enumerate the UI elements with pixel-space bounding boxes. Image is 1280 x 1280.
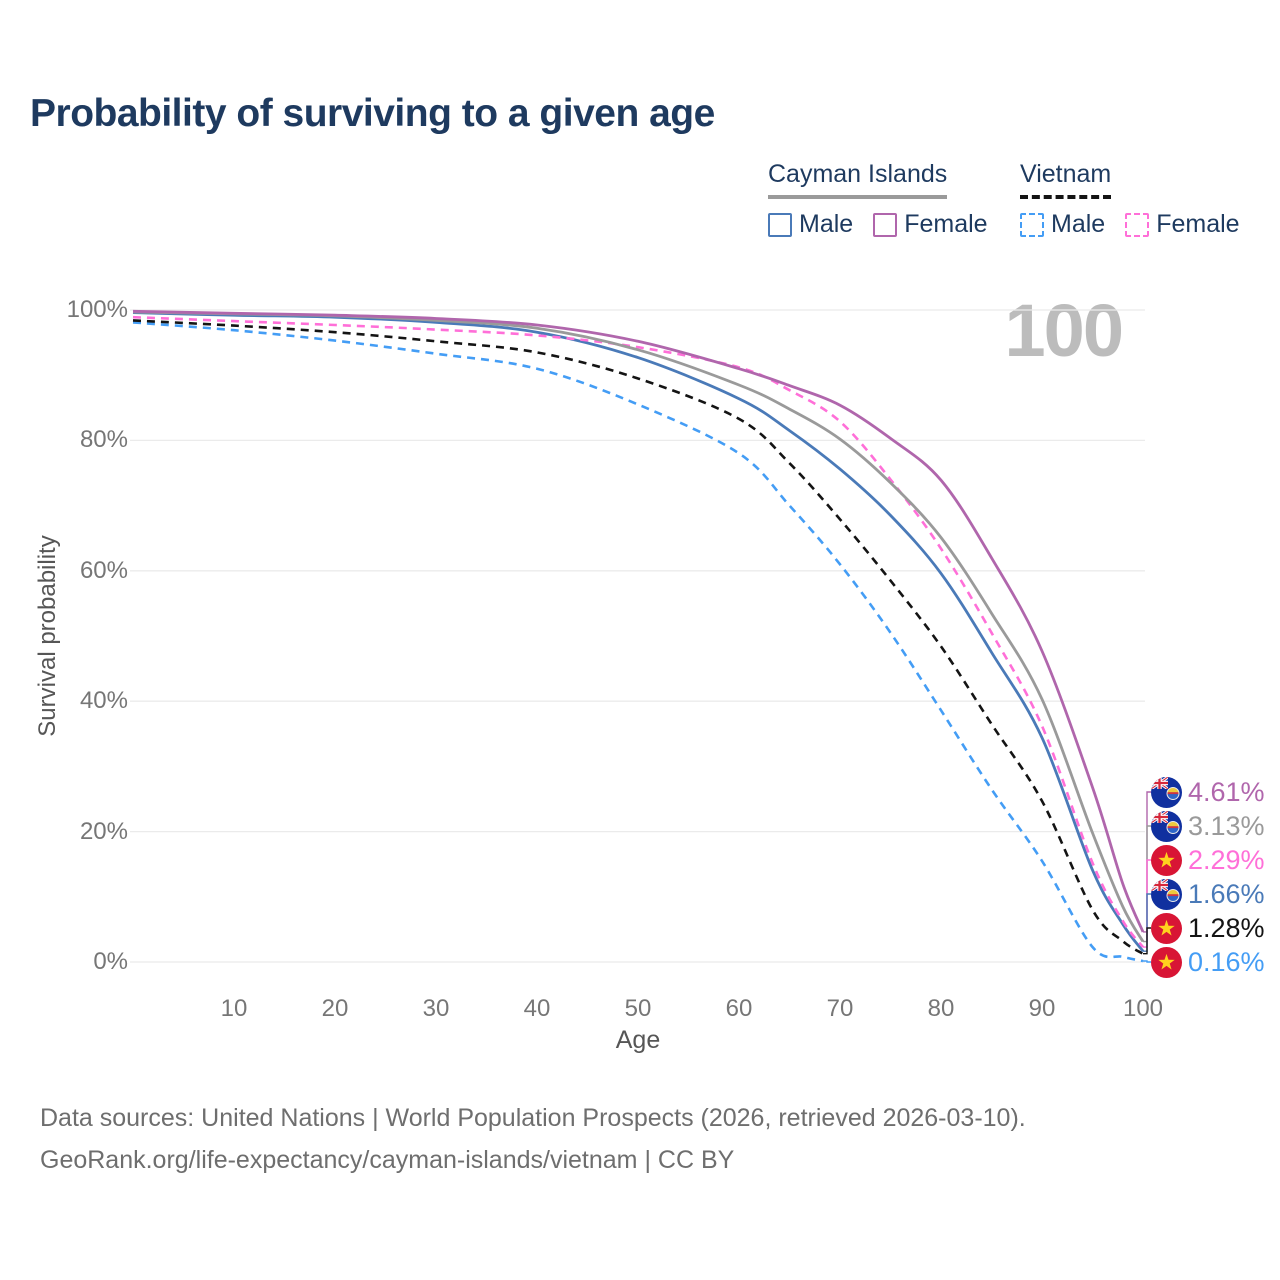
cayman-islands-flag-icon: [1151, 810, 1182, 842]
legend-label-vietnam-male[interactable]: Male: [1051, 210, 1106, 238]
legend-label-cayman-female[interactable]: Female: [904, 210, 988, 238]
series-line-vietnam-male: [132, 321, 1144, 963]
legend-label-vietnam-female[interactable]: Female: [1156, 210, 1240, 238]
end-label-connector: [1143, 960, 1151, 963]
footer-data-sources: Data sources: United Nations | World Pop…: [40, 1104, 1026, 1132]
watermark-age-100: 100: [1004, 289, 1124, 372]
series-line-vietnam-female: [132, 315, 1145, 948]
end-label-connector: [1143, 927, 1151, 955]
y-tick-60%: 60%: [79, 556, 128, 584]
end-label-row-cayman-islands-female: 4.61%: [1151, 776, 1265, 808]
legend-item-cayman-female[interactable]: Female: [873, 210, 988, 239]
end-label-row-cayman-islands-total: 3.13%: [1151, 810, 1265, 842]
y-tick-40%: 40%: [79, 687, 128, 715]
legend-swatch-cayman-female[interactable]: [873, 212, 898, 237]
end-label-row-cayman-islands-male: 1.66%: [1151, 878, 1265, 910]
x-tick-10: 10: [220, 995, 248, 1022]
x-tick-80: 80: [927, 995, 955, 1022]
y-tick-100%: 100%: [66, 296, 128, 323]
x-tick-30: 30: [422, 995, 450, 1022]
legend-group-vietnam: Vietnam Male Female: [1020, 160, 1240, 239]
x-tick-60: 60: [725, 995, 753, 1022]
y-tick-0%: 0%: [93, 948, 128, 975]
cayman-islands-flag-icon: [1151, 878, 1182, 910]
vietnam-flag-icon: [1151, 946, 1182, 978]
footer-attribution: GeoRank.org/life-expectancy/cayman-islan…: [40, 1146, 735, 1174]
vietnam-flag-icon: [1151, 912, 1182, 944]
end-label-row-vietnam-female: 2.29%: [1151, 844, 1265, 876]
end-label-value: 3.13%: [1188, 810, 1265, 841]
series-line-cayman-islands-female: [132, 309, 1145, 933]
cayman-islands-flag-icon: [1151, 776, 1182, 808]
end-label-value: 1.28%: [1188, 912, 1265, 943]
series-line-vietnam-total: [132, 319, 1144, 955]
legend-title-cayman-islands: Cayman Islands: [768, 160, 948, 199]
page-title: Probability of surviving to a given age: [30, 92, 715, 135]
end-label-row-vietnam-male: 0.16%: [1151, 946, 1265, 978]
legend-swatch-vietnam-male[interactable]: [1020, 212, 1044, 237]
legend-item-vietnam-female[interactable]: Female: [1125, 210, 1240, 239]
x-tick-90: 90: [1028, 995, 1056, 1022]
end-label-value: 4.61%: [1188, 776, 1265, 807]
legend-label-cayman-male[interactable]: Male: [799, 210, 854, 238]
legend-group-cayman-islands: Cayman Islands Male Female: [768, 160, 988, 239]
legend-item-cayman-male[interactable]: Male: [768, 210, 853, 239]
x-tick-70: 70: [826, 995, 854, 1022]
y-tick-20%: 20%: [79, 817, 128, 845]
end-label-row-vietnam-total: 1.28%: [1151, 912, 1265, 944]
x-tick-20: 20: [321, 995, 349, 1022]
end-label-value: 1.66%: [1188, 878, 1265, 909]
legend-title-vietnam: Vietnam: [1020, 160, 1112, 199]
legend-swatch-cayman-male[interactable]: [768, 212, 792, 237]
series-line-cayman-islands-total: [132, 310, 1145, 943]
vietnam-flag-icon: [1151, 844, 1182, 876]
x-tick-100: 100: [1122, 995, 1164, 1022]
x-tick-40: 40: [523, 995, 551, 1022]
x-axis-title: Age: [615, 1026, 661, 1054]
end-label-value: 0.16%: [1188, 946, 1265, 977]
y-tick-80%: 80%: [79, 426, 128, 454]
legend-swatch-vietnam-female[interactable]: [1125, 212, 1150, 237]
end-label-value: 2.29%: [1188, 844, 1265, 875]
legend-item-vietnam-male[interactable]: Male: [1020, 210, 1105, 239]
end-label-connector: [1143, 893, 1151, 952]
x-tick-50: 50: [624, 995, 652, 1022]
